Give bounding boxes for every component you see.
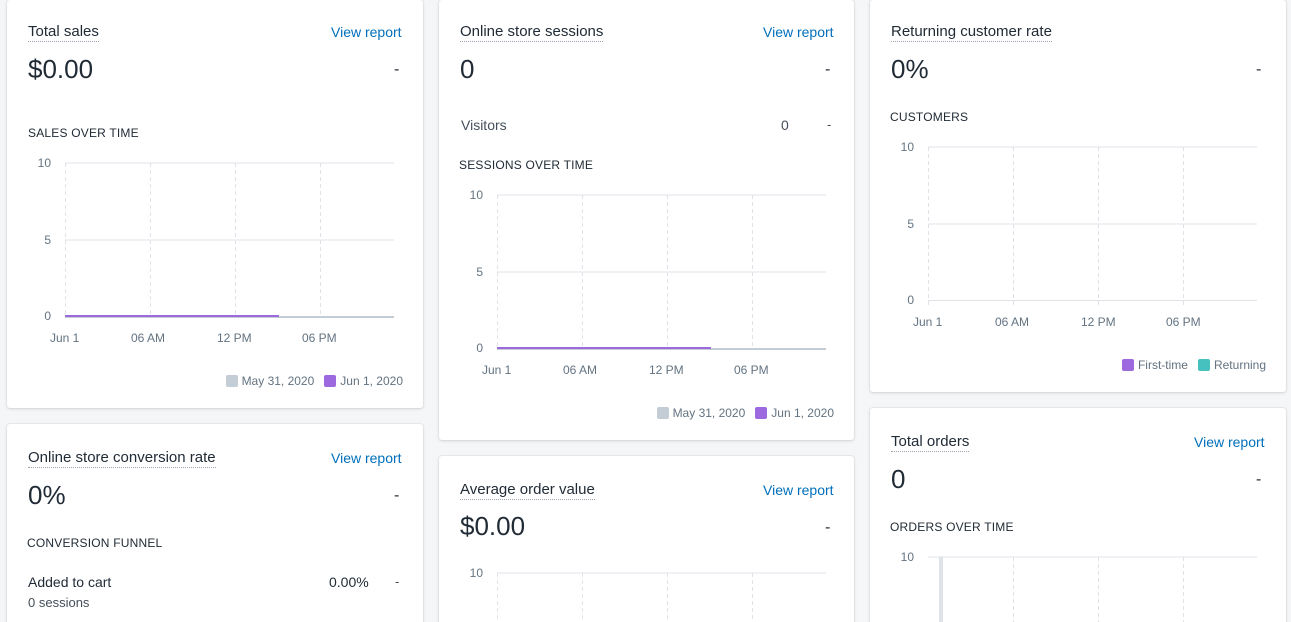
y-tick-label: 0: [44, 309, 51, 323]
legend-swatch-returning: [1197, 359, 1210, 371]
legend-label-first-time: First-time: [1137, 358, 1188, 372]
total-sales-card: Total sales View report $0.00 - SALES OV…: [7, 0, 423, 408]
legend-swatch-may-31: [656, 407, 669, 419]
x-tick-label: 12 PM: [649, 363, 684, 377]
legend-swatch-jun-1: [755, 407, 768, 419]
visitors-label: Visitors: [461, 117, 507, 133]
x-tick-label: 06 PM: [1166, 315, 1201, 329]
x-tick-label: 06 PM: [734, 363, 769, 377]
total-orders-change: -: [1256, 471, 1262, 488]
funnel-row-value: 0.00%: [329, 574, 369, 590]
legend-swatch-may-31: [225, 375, 238, 387]
y-tick-label: 5: [44, 233, 51, 247]
sessions-value: 0: [460, 54, 475, 84]
customers-chart-title: CUSTOMERS: [890, 110, 969, 124]
x-tick-label: 06 AM: [563, 363, 598, 377]
legend-label-jun-1: Jun 1, 2020: [340, 374, 403, 388]
aov-chart: [497, 572, 826, 622]
returning-rate-value: 0%: [891, 54, 929, 84]
total-sales-value: $0.00: [28, 54, 94, 84]
sessions-view-report-link[interactable]: View report: [763, 24, 834, 40]
conversion-rate-card: Online store conversion rate View report…: [7, 424, 423, 622]
cursor-bar: [939, 557, 943, 622]
conversion-funnel-title: CONVERSION FUNNEL: [27, 536, 163, 550]
y-tick-label: 0: [907, 293, 914, 307]
x-tick-label: 06 AM: [131, 331, 166, 345]
returning-rate-title[interactable]: Returning customer rate: [891, 23, 1052, 42]
average-order-value-card: Average order value View report $0.00 - …: [439, 456, 854, 622]
x-tick-label: Jun 1: [913, 315, 943, 329]
y-tick-label: 5: [907, 217, 914, 231]
x-tick-label: Jun 1: [50, 331, 80, 345]
funnel-row-label: Added to cart: [28, 574, 112, 590]
funnel-row-sessions: 0 sessions: [28, 595, 90, 610]
y-tick-label: 10: [900, 140, 914, 154]
total-sales-title[interactable]: Total sales: [28, 23, 99, 42]
funnel-row-change: -: [395, 574, 400, 589]
returning-rate-change: -: [1256, 61, 1262, 78]
total-sales-view-report-link[interactable]: View report: [331, 24, 402, 40]
y-tick-label: 10: [469, 188, 483, 202]
aov-value: $0.00: [460, 511, 526, 541]
total-orders-card: Total orders View report 0 - ORDERS OVER…: [870, 408, 1286, 622]
y-tick-label: 5: [476, 265, 483, 279]
conversion-rate-title[interactable]: Online store conversion rate: [28, 449, 216, 468]
sales-over-time-title: SALES OVER TIME: [28, 126, 139, 140]
customers-chart: [928, 146, 1257, 305]
aov-view-report-link[interactable]: View report: [763, 482, 834, 498]
legend-label-may-31: May 31, 2020: [672, 406, 746, 420]
visitors-change: -: [827, 117, 832, 132]
legend-label-returning: Returning: [1213, 358, 1266, 372]
y-tick-label: 0: [476, 341, 483, 355]
orders-chart: [928, 556, 1257, 622]
sales-over-time-chart: [65, 162, 394, 318]
x-tick-label: 12 PM: [217, 331, 252, 345]
conversion-view-report-link[interactable]: View report: [331, 450, 402, 466]
x-tick-label: 06 AM: [995, 315, 1030, 329]
x-tick-label: 12 PM: [1081, 315, 1116, 329]
x-tick-label: Jun 1: [482, 363, 512, 377]
visitors-value: 0: [781, 117, 789, 133]
conversion-rate-value: 0%: [28, 480, 66, 510]
total-sales-change: -: [394, 61, 400, 78]
legend-swatch-jun-1: [324, 375, 337, 387]
aov-change: -: [825, 519, 831, 536]
conversion-rate-change: -: [394, 487, 400, 504]
customers-legend: First-time Returning: [1121, 358, 1266, 372]
total-orders-title[interactable]: Total orders: [891, 433, 970, 452]
aov-title[interactable]: Average order value: [460, 481, 595, 500]
sessions-over-time-title: SESSIONS OVER TIME: [459, 158, 594, 172]
total-orders-value: 0: [891, 464, 906, 494]
sessions-over-time-chart: [497, 194, 826, 350]
sessions-title[interactable]: Online store sessions: [460, 23, 604, 42]
online-store-sessions-card: Online store sessions View report 0 - Vi…: [439, 0, 854, 440]
y-tick-label: 10: [900, 550, 914, 564]
returning-customer-rate-card: Returning customer rate 0% - CUSTOMERS 1…: [870, 0, 1286, 392]
legend-label-jun-1: Jun 1, 2020: [771, 406, 834, 420]
legend-swatch-first-time: [1121, 359, 1134, 371]
sessions-change: -: [825, 61, 831, 78]
orders-view-report-link[interactable]: View report: [1194, 434, 1265, 450]
x-tick-label: 06 PM: [302, 331, 337, 345]
sessions-legend: May 31, 2020 Jun 1, 2020: [656, 406, 834, 420]
legend-label-may-31: May 31, 2020: [241, 374, 315, 388]
orders-over-time-title: ORDERS OVER TIME: [890, 520, 1014, 534]
y-tick-label: 10: [469, 566, 483, 580]
y-tick-label: 10: [37, 156, 51, 170]
sales-legend: May 31, 2020 Jun 1, 2020: [225, 374, 403, 388]
